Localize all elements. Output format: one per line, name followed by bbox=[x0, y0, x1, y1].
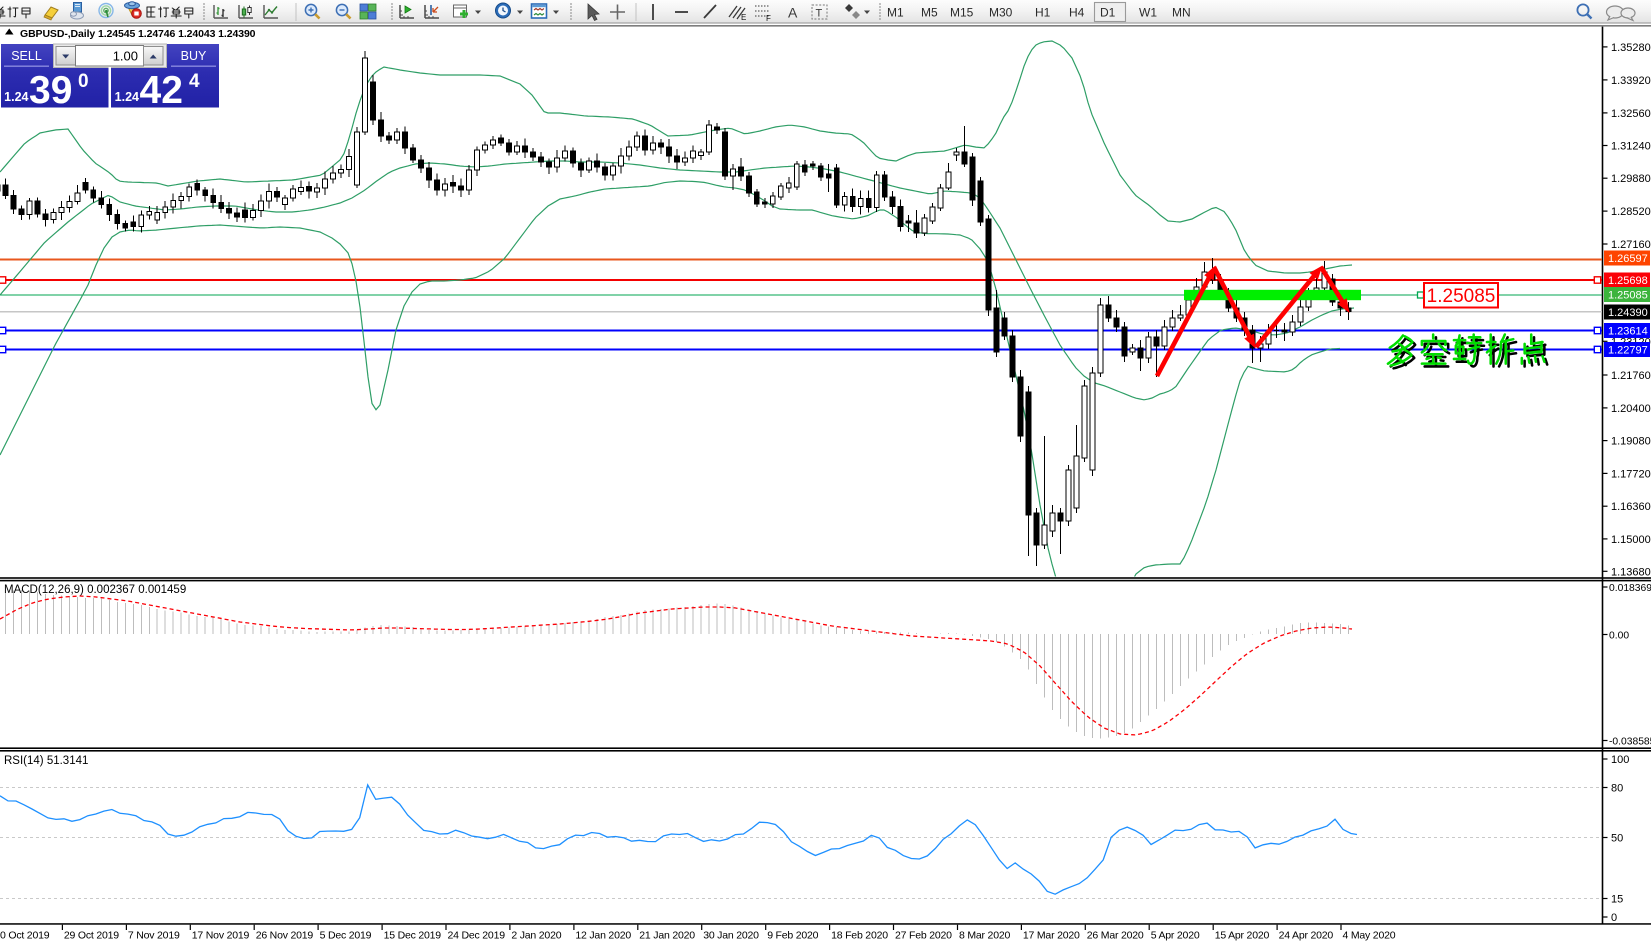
svg-text:BUY: BUY bbox=[181, 49, 207, 63]
svg-text:M1: M1 bbox=[887, 6, 904, 20]
svg-text:5 Dec 2019: 5 Dec 2019 bbox=[320, 930, 372, 942]
svg-text:1.24: 1.24 bbox=[4, 90, 28, 104]
svg-text:1.13680: 1.13680 bbox=[1611, 566, 1651, 578]
svg-text:1.19080: 1.19080 bbox=[1611, 436, 1651, 448]
svg-text:1.31240: 1.31240 bbox=[1611, 141, 1651, 153]
svg-text:4: 4 bbox=[189, 71, 200, 92]
svg-text:M30: M30 bbox=[989, 6, 1013, 20]
svg-text:1.24: 1.24 bbox=[115, 90, 139, 104]
svg-text:1.26597: 1.26597 bbox=[1608, 253, 1648, 265]
svg-text:SELL: SELL bbox=[11, 49, 42, 63]
svg-text:1.23614: 1.23614 bbox=[1608, 326, 1648, 338]
svg-text:T: T bbox=[816, 8, 823, 20]
svg-text:1.25085: 1.25085 bbox=[1608, 290, 1648, 302]
svg-text:1.17720: 1.17720 bbox=[1611, 468, 1651, 480]
svg-text:15: 15 bbox=[1611, 894, 1623, 906]
svg-text:29 Oct 2019: 29 Oct 2019 bbox=[64, 930, 119, 942]
svg-text:MACD(12,26,9) 0.002367 0.00145: MACD(12,26,9) 0.002367 0.001459 bbox=[4, 584, 186, 596]
svg-text:0: 0 bbox=[1611, 912, 1617, 924]
svg-text:18 Feb 2020: 18 Feb 2020 bbox=[831, 930, 888, 942]
svg-text:27 Feb 2020: 27 Feb 2020 bbox=[895, 930, 952, 942]
svg-text:26 Nov 2019: 26 Nov 2019 bbox=[256, 930, 314, 942]
svg-text:80: 80 bbox=[1611, 783, 1623, 795]
svg-text:0.00: 0.00 bbox=[1609, 630, 1629, 641]
svg-text:F: F bbox=[766, 14, 771, 23]
svg-text:1.28520: 1.28520 bbox=[1611, 206, 1651, 218]
svg-text:100: 100 bbox=[1611, 754, 1629, 766]
svg-text:W1: W1 bbox=[1139, 6, 1157, 20]
svg-text:1.20400: 1.20400 bbox=[1611, 403, 1651, 415]
svg-text:1.25698: 1.25698 bbox=[1608, 275, 1648, 287]
svg-text:2 Jan 2020: 2 Jan 2020 bbox=[511, 930, 561, 942]
svg-text:4 May 2020: 4 May 2020 bbox=[1343, 930, 1396, 942]
svg-text:1.22797: 1.22797 bbox=[1608, 345, 1648, 357]
svg-text:15 Apr 2020: 15 Apr 2020 bbox=[1215, 930, 1270, 942]
svg-text:24 Dec 2019: 24 Dec 2019 bbox=[448, 930, 506, 942]
svg-text:26 Mar 2020: 26 Mar 2020 bbox=[1087, 930, 1144, 942]
svg-text:0 Oct 2019: 0 Oct 2019 bbox=[0, 930, 50, 942]
svg-text:A: A bbox=[788, 5, 798, 21]
svg-text:0.018369: 0.018369 bbox=[1609, 583, 1651, 594]
svg-text:E: E bbox=[741, 13, 746, 22]
svg-text:24 Apr 2020: 24 Apr 2020 bbox=[1279, 930, 1334, 942]
svg-text:15 Dec 2019: 15 Dec 2019 bbox=[384, 930, 442, 942]
svg-text:0: 0 bbox=[78, 71, 89, 92]
svg-text:M15: M15 bbox=[950, 6, 974, 20]
svg-text:12 Jan 2020: 12 Jan 2020 bbox=[575, 930, 631, 942]
svg-text:1.35280: 1.35280 bbox=[1611, 42, 1651, 54]
svg-text:1.00: 1.00 bbox=[113, 49, 138, 64]
svg-text:1.27160: 1.27160 bbox=[1611, 239, 1651, 251]
svg-text:1.32560: 1.32560 bbox=[1611, 108, 1651, 120]
svg-text:MN: MN bbox=[1172, 6, 1191, 20]
svg-text:RSI(14) 51.3141: RSI(14) 51.3141 bbox=[4, 755, 88, 767]
svg-text:5 Apr 2020: 5 Apr 2020 bbox=[1151, 930, 1200, 942]
svg-text:50: 50 bbox=[1611, 833, 1623, 845]
svg-text:1.29880: 1.29880 bbox=[1611, 173, 1651, 185]
svg-text:9 Feb 2020: 9 Feb 2020 bbox=[767, 930, 818, 942]
svg-text:H4: H4 bbox=[1069, 6, 1085, 20]
svg-text:8 Mar 2020: 8 Mar 2020 bbox=[959, 930, 1010, 942]
svg-text:1.16360: 1.16360 bbox=[1611, 501, 1651, 513]
svg-text:7 Nov 2019: 7 Nov 2019 bbox=[128, 930, 180, 942]
svg-text:30 Jan 2020: 30 Jan 2020 bbox=[703, 930, 759, 942]
svg-text:17 Nov 2019: 17 Nov 2019 bbox=[192, 930, 250, 942]
svg-text:1.33920: 1.33920 bbox=[1611, 75, 1651, 87]
svg-text:D1: D1 bbox=[1100, 6, 1116, 20]
svg-text:1.21760: 1.21760 bbox=[1611, 370, 1651, 382]
svg-text:39: 39 bbox=[29, 69, 72, 112]
svg-text:M5: M5 bbox=[921, 6, 938, 20]
svg-text:1.25085: 1.25085 bbox=[1427, 286, 1496, 307]
svg-text:17 Mar 2020: 17 Mar 2020 bbox=[1023, 930, 1080, 942]
svg-text:H1: H1 bbox=[1035, 6, 1051, 20]
svg-text:GBPUSD-,Daily 1.24545 1.24746: GBPUSD-,Daily 1.24545 1.24746 1.24043 1.… bbox=[20, 28, 256, 40]
svg-text:1.15000: 1.15000 bbox=[1611, 534, 1651, 546]
svg-text:1.24390: 1.24390 bbox=[1608, 307, 1648, 319]
svg-text:-0.038585: -0.038585 bbox=[1609, 736, 1651, 747]
svg-text:42: 42 bbox=[140, 69, 183, 112]
svg-text:21 Jan 2020: 21 Jan 2020 bbox=[639, 930, 695, 942]
